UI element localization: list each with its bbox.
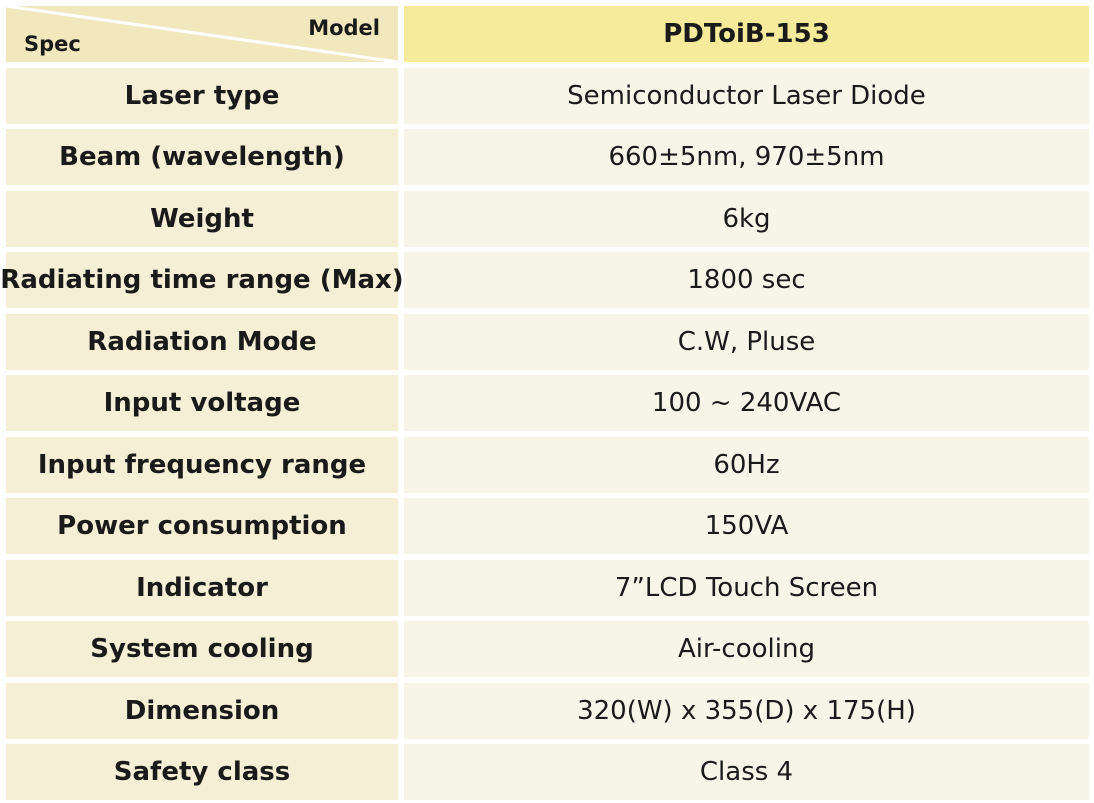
row-label-indicator: Indicator [6,559,398,616]
row-value-radiating-time: 1800 sec [404,252,1089,308]
model-name-header: PDToiB-153 [404,6,1089,62]
model-header-label: Model [308,16,380,40]
row-label-safety-class: Safety class [6,744,398,800]
row-label-weight: Weight [6,190,398,247]
row-label-radiation-mode: Radiation Mode [6,313,398,370]
diagonal-divider [6,6,398,62]
header-corner-cell: Spec Model [6,6,398,62]
row-label-power-consumption: Power consumption [6,498,398,554]
spec-header-label: Spec [24,32,81,56]
row-label-dimension: Dimension [6,682,398,739]
row-value-safety-class: Class 4 [404,744,1089,800]
row-value-beam: 660±5nm, 970±5nm [404,129,1089,185]
row-value-input-frequency: 60Hz [404,436,1089,493]
row-value-system-cooling: Air-cooling [404,621,1089,677]
spec-table: Spec Model PDToiB-153 Laser type Semicon… [0,6,1089,800]
row-value-weight: 6kg [404,190,1089,247]
row-value-dimension: 320(W) x 355(D) x 175(H) [404,682,1089,739]
row-value-input-voltage: 100 ~ 240VAC [404,375,1089,431]
row-label-laser-type: Laser type [6,67,398,124]
row-value-laser-type: Semiconductor Laser Diode [404,67,1089,124]
row-label-input-voltage: Input voltage [6,375,398,431]
row-label-radiating-time: Radiating time range (Max) [0,252,404,308]
row-value-power-consumption: 150VA [404,498,1089,554]
row-value-indicator: 7”LCD Touch Screen [404,559,1089,616]
row-label-input-frequency: Input frequency range [6,436,398,493]
row-label-system-cooling: System cooling [6,621,398,677]
row-label-beam: Beam (wavelength) [6,129,398,185]
row-value-radiation-mode: C.W, Pluse [404,313,1089,370]
